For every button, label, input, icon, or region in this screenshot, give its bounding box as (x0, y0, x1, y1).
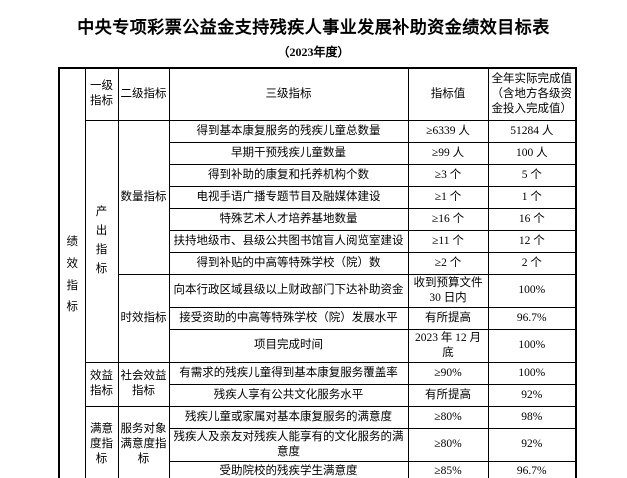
level2-indicator-cell: 时效指标 (117, 273, 170, 363)
target-value-cell: 收到预算文件 30 日内 (407, 273, 489, 308)
page-title: 中央专项彩票公益金支持残疾人事业发展补助资金绩效目标表 (77, 18, 550, 37)
target-value-cell: 有所提高 (407, 383, 489, 407)
actual-value-cell: 100% (487, 361, 577, 385)
level1-indicator-cell: 满意度指标 (84, 405, 119, 478)
target-value-cell: 2023 年 12 月底 (407, 328, 489, 363)
target-value-cell: ≥90% (407, 361, 489, 385)
table-row: 效益指标 社会效益指标 有需求的残疾儿童得到基本康复服务覆盖率 ≥90% 100% (59, 361, 577, 407)
table-header-row: 绩效指标 一级指标 二级指标 三级指标 指标值 全年实际完成值（含地方各级资金投… (58, 67, 577, 478)
header-level2: 二级指标 (117, 67, 170, 121)
actual-value-cell: 100 人 (487, 141, 577, 165)
level3-indicator-cell: 得到基本康复服务的残疾儿童总数量 (168, 119, 409, 143)
target-value-cell: ≥6339 人 (407, 119, 489, 143)
level3-indicator-cell: 得到补贴的中高等特殊学校（院）数 (168, 251, 409, 275)
table-row: 特殊艺术人才培养基地数量 ≥16 个 16 个 (59, 207, 577, 231)
actual-value-cell: 1 个 (487, 185, 577, 209)
target-value-cell: ≥99 人 (407, 141, 489, 165)
target-value-cell: ≥11 个 (407, 229, 489, 253)
page-subtitle: （2023年度） (277, 45, 350, 59)
level2-indicator-cell: 服务对象满意度指标 (117, 405, 170, 478)
header-level1: 一级指标 (84, 67, 119, 121)
actual-value-cell: 100% (487, 328, 577, 363)
target-value-cell: ≥2 个 (407, 251, 489, 275)
level3-indicator-cell: 得到补助的康复和托养机构个数 (168, 163, 409, 187)
table-row: 项目完成时间 2023 年 12 月底 100% (59, 328, 577, 363)
level3-indicator-cell: 受助院校的残疾学生满意度 (168, 460, 409, 478)
actual-value-cell: 16 个 (487, 207, 577, 231)
actual-value-cell: 100% (487, 273, 577, 308)
row-group-label-text: 绩效指标 (66, 235, 78, 314)
level1-indicator-cell: 效益指标 (84, 361, 119, 407)
table-row: 时效指标 向本行政区域县级以上财政部门下达补助资金 收到预算文件 30 日内 100% (59, 273, 577, 363)
actual-value-cell: 96.7% (487, 460, 577, 478)
level3-indicator-cell: 电视手语广播专题节目及融媒体建设 (168, 185, 409, 209)
actual-value-cell: 5 个 (487, 163, 577, 187)
header-target-value: 指标值 (407, 67, 489, 121)
actual-value-cell: 12 个 (487, 229, 577, 253)
target-value-cell: ≥80% (407, 427, 489, 462)
level3-indicator-cell: 向本行政区域县级以上财政部门下达补助资金 (168, 273, 409, 308)
table-body: 绩效指标 一级指标 二级指标 三级指标 指标值 全年实际完成值（含地方各级资金投… (58, 67, 577, 478)
target-value-cell: 有所提高 (407, 306, 489, 330)
table-row: 早期干预残疾儿童数量 ≥99 人 100 人 (59, 141, 577, 165)
table-row: 受助院校的残疾学生满意度 ≥85% 96.7% (59, 460, 577, 478)
level3-indicator-cell: 残疾人享有公共文化服务水平 (168, 383, 409, 407)
actual-value-cell: 92% (487, 427, 577, 462)
level3-indicator-cell: 项目完成时间 (168, 328, 409, 363)
actual-value-cell: 92% (487, 383, 577, 407)
actual-value-cell: 96.7% (487, 306, 577, 330)
level3-indicator-cell: 有需求的残疾儿童得到基本康复服务覆盖率 (168, 361, 409, 385)
target-value-cell: ≥16 个 (407, 207, 489, 231)
table-row: 接受资助的中高等特殊学校（院）发展水平 有所提高 96.7% (59, 306, 577, 330)
table-row: 产出指标 数量指标 得到基本康复服务的残疾儿童总数量 ≥6339 人 51284 人 (59, 119, 577, 363)
target-value-cell: ≥80% (407, 405, 489, 429)
actual-value-cell: 51284 人 (487, 119, 577, 143)
level2-indicator-cell: 社会效益指标 (117, 361, 170, 407)
level3-indicator-cell: 扶持地级市、县级公共图书馆盲人阅览室建设 (168, 229, 409, 253)
target-value-cell: ≥85% (407, 460, 489, 478)
header-level3: 三级指标 (168, 67, 409, 121)
table-row: 满意度指标 服务对象满意度指标 残疾儿童或家属对基本康复服务的满意度 ≥80% 98% (59, 405, 577, 478)
level1-indicator-cell: 产出指标 (84, 119, 119, 363)
level3-indicator-cell: 残疾儿童或家属对基本康复服务的满意度 (168, 405, 409, 429)
row-group-label: 绩效指标 (58, 67, 86, 478)
table-row: 扶持地级市、县级公共图书馆盲人阅览室建设 ≥11 个 12 个 (59, 229, 577, 253)
level3-indicator-cell: 接受资助的中高等特殊学校（院）发展水平 (168, 306, 409, 330)
actual-value-cell: 98% (487, 405, 577, 429)
target-value-cell: ≥3 个 (407, 163, 489, 187)
level1-indicator-text: 产出指标 (95, 206, 108, 275)
target-value-cell: ≥1 个 (407, 185, 489, 209)
level2-indicator-cell: 数量指标 (117, 119, 170, 275)
performance-target-table: 绩效指标 一级指标 二级指标 三级指标 指标值 全年实际完成值（含地方各级资金投… (58, 67, 577, 478)
level3-indicator-cell: 早期干预残疾儿童数量 (168, 141, 409, 165)
table-row: 残疾人享有公共文化服务水平 有所提高 92% (59, 383, 577, 407)
level3-indicator-cell: 特殊艺术人才培养基地数量 (168, 207, 409, 231)
actual-value-cell: 2 个 (487, 251, 577, 275)
header-actual-value: 全年实际完成值（含地方各级资金投入完成值） (487, 67, 577, 121)
level3-indicator-cell: 残疾人及亲友对残疾人能享有的文化服务的满意度 (168, 427, 409, 462)
